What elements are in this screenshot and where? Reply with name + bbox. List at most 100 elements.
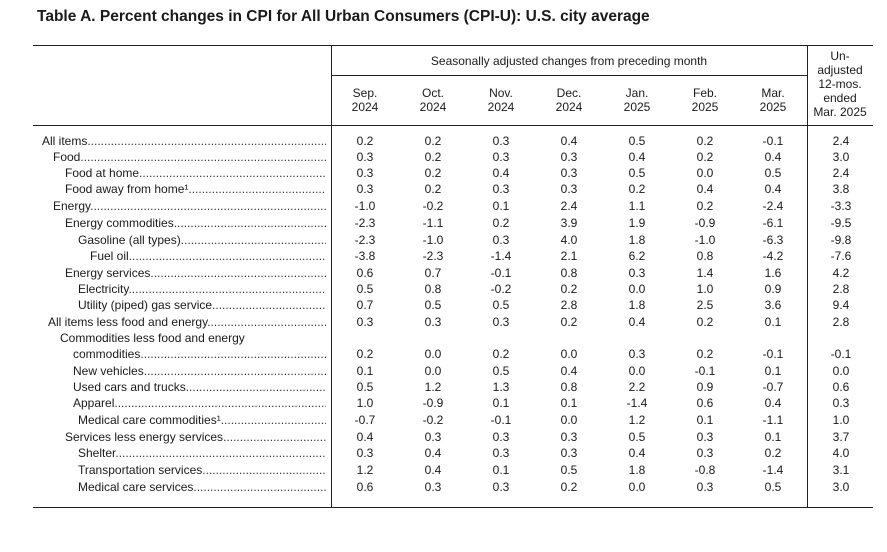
column-header: Mar. 2025 [741, 86, 805, 114]
table-cell: 0.6 [335, 266, 395, 280]
table-cell: 0.1 [335, 364, 395, 378]
table-cell: 0.3 [471, 182, 531, 196]
table-cell: 1.0 [811, 413, 871, 427]
row-label-text: Medical care commodities¹ [78, 413, 221, 427]
table-cell: 0.7 [403, 266, 463, 280]
table-cell: 0.4 [403, 446, 463, 460]
table-cell: -0.9 [403, 396, 463, 410]
table-cell: -1.0 [335, 199, 395, 213]
row-label-text: New vehicles [73, 364, 144, 378]
table-cell: -1.1 [743, 413, 803, 427]
table-cell: 0.2 [675, 199, 735, 213]
table-cell: 0.4 [539, 134, 599, 148]
column-header-year: 2024 [401, 100, 465, 114]
table-cell: 4.2 [811, 266, 871, 280]
leader-dots: ........................................… [140, 347, 326, 361]
table-cell: 0.7 [335, 298, 395, 312]
leader-dots: ........................................… [128, 282, 326, 296]
table-cell: 0.3 [335, 446, 395, 460]
table-cell: -4.2 [743, 249, 803, 263]
row-label-text: Services less energy services [65, 430, 223, 444]
leader-dots: ........................................… [87, 134, 326, 148]
table-cell: 0.5 [743, 166, 803, 180]
table-cell: 0.0 [403, 347, 463, 361]
table-cell: 0.1 [743, 364, 803, 378]
unadjusted-header-line: 12-mos. [807, 77, 873, 91]
row-label: Food away from home¹....................… [65, 182, 326, 196]
table-cell: 0.3 [471, 430, 531, 444]
table-cell: 0.8 [403, 282, 463, 296]
table-cell: 0.2 [675, 134, 735, 148]
row-label: Energy..................................… [53, 199, 326, 213]
table-cell: 3.1 [811, 463, 871, 477]
table-cell: 0.6 [335, 480, 395, 494]
row-label: Energy services.........................… [65, 266, 326, 280]
row-label: Medical care services...................… [78, 480, 326, 494]
table-cell: 0.2 [539, 480, 599, 494]
table-cell: 0.3 [811, 396, 871, 410]
table-cell: 0.3 [539, 166, 599, 180]
table-cell: 2.4 [811, 134, 871, 148]
table-cell: 0.8 [675, 249, 735, 263]
row-label-text: Gasoline (all types) [78, 233, 181, 247]
table-cell: -2.4 [743, 199, 803, 213]
table-cell: 1.4 [675, 266, 735, 280]
table-cell: 4.0 [811, 446, 871, 460]
leader-dots: ........................................… [144, 364, 326, 378]
table-cell: 2.8 [539, 298, 599, 312]
column-header-year: 2025 [673, 100, 737, 114]
column-header-year: 2024 [333, 100, 397, 114]
row-label-text: Energy commodities [65, 216, 174, 230]
column-header-month: Dec. [537, 86, 601, 100]
row-label-text: All items less food and energy [48, 315, 207, 329]
table-cell: -0.2 [403, 413, 463, 427]
table-cell: 0.8 [539, 266, 599, 280]
table-cell: -0.2 [471, 282, 531, 296]
table-cell: 0.2 [403, 166, 463, 180]
table-cell: 0.4 [743, 396, 803, 410]
column-header-year: 2024 [469, 100, 533, 114]
table-cell: 0.3 [403, 315, 463, 329]
row-label-text: Food away from home¹ [65, 182, 188, 196]
leader-dots: ........................................… [90, 199, 326, 213]
table-cell: -0.1 [471, 266, 531, 280]
table-cell: 3.7 [811, 430, 871, 444]
table-cell: 1.6 [743, 266, 803, 280]
table-cell: 2.4 [539, 199, 599, 213]
table-cell: 0.5 [607, 134, 667, 148]
column-header: Nov. 2024 [469, 86, 533, 114]
table-cell: 0.4 [471, 166, 531, 180]
row-label-line1: Commodities less food and energy [60, 331, 326, 345]
table-cell: 3.6 [743, 298, 803, 312]
table-cell: -0.1 [675, 364, 735, 378]
table-cell: 0.3 [471, 233, 531, 247]
row-label: Energy commodities......................… [65, 216, 326, 230]
table-cell: 1.3 [471, 380, 531, 394]
table-cell: -1.4 [607, 396, 667, 410]
table-cell: 0.3 [539, 446, 599, 460]
table-cell: 0.2 [675, 347, 735, 361]
column-header-month: Mar. [741, 86, 805, 100]
table-top-rule [33, 45, 873, 46]
column-header: Sep. 2024 [333, 86, 397, 114]
leader-dots: ........................................… [174, 216, 326, 230]
group-header-rule [331, 75, 807, 76]
table-cell: 0.0 [539, 347, 599, 361]
leader-dots: ........................................… [207, 315, 326, 329]
row-label: Shelter.................................… [78, 446, 326, 460]
table-cell: 9.4 [811, 298, 871, 312]
table-cell: -7.6 [811, 249, 871, 263]
leader-dots: ........................................… [223, 430, 326, 444]
table-cell: 0.3 [539, 150, 599, 164]
table-cell: 0.3 [539, 182, 599, 196]
table-cell: 0.0 [607, 364, 667, 378]
table-cell: 0.0 [403, 364, 463, 378]
table-cell: 0.0 [811, 364, 871, 378]
table-cell: 3.0 [811, 150, 871, 164]
row-label-text: Fuel oil [90, 249, 129, 263]
table-cell: 0.3 [471, 315, 531, 329]
table-cell: 1.8 [607, 233, 667, 247]
table-cell: 0.0 [539, 413, 599, 427]
leader-dots: ........................................… [114, 396, 326, 410]
table-cell: 0.1 [471, 199, 531, 213]
